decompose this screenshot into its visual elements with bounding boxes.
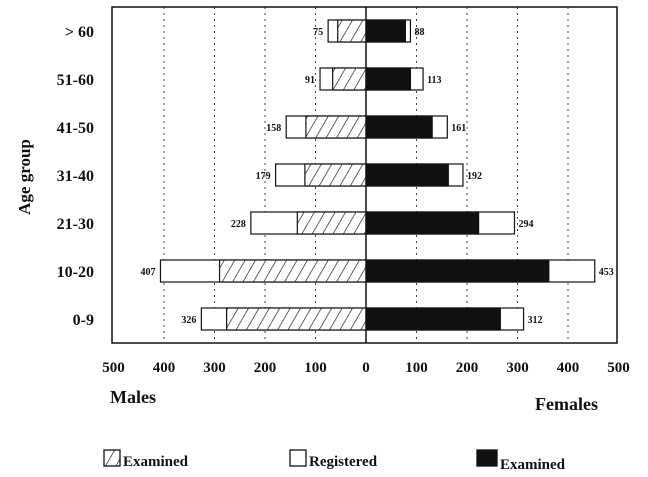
- legend-swatch-open: [289, 449, 307, 467]
- bar-male-examined: [304, 163, 367, 187]
- value-label-male: 179: [256, 171, 271, 182]
- bar-female-examined: [365, 67, 412, 91]
- y-tick-label: 51-60: [57, 72, 94, 89]
- legend-swatch-solid: [476, 449, 498, 467]
- x-tick-label: 200: [456, 360, 479, 376]
- plot-frame: [111, 6, 618, 344]
- bar-male-examined: [226, 307, 367, 331]
- value-label-male: 228: [231, 219, 246, 230]
- y-tick-label: 10-20: [57, 264, 94, 281]
- bar-female-examined: [365, 19, 406, 43]
- legend-label-hatched: Examined: [123, 454, 189, 470]
- x-tick-label: 400: [153, 360, 176, 376]
- bar-male-examined: [218, 259, 367, 283]
- bar-male-examined: [296, 211, 367, 235]
- legend: Examined Registered Examined: [103, 449, 566, 473]
- males-label: Males: [110, 387, 156, 407]
- legend-item-hatched: Examined: [103, 449, 189, 470]
- value-label-female: 453: [599, 267, 614, 278]
- x-tick-labels: 500 400 300 200 100 0 100 200 300 400 500: [102, 360, 630, 376]
- bar-female-examined: [365, 163, 449, 187]
- y-axis-label: Age group: [15, 139, 34, 215]
- x-tick-label: 300: [203, 360, 226, 376]
- bar-male-examined: [332, 67, 367, 91]
- value-label-female: 294: [518, 219, 533, 230]
- bar-male-examined: [305, 115, 367, 139]
- y-tick-label: 21-30: [57, 216, 94, 233]
- x-tick-label: 200: [254, 360, 277, 376]
- bar-female-examined: [365, 259, 550, 283]
- value-label-female: 192: [467, 171, 482, 182]
- bar-male-examined: [337, 19, 367, 43]
- y-tick-label: > 60: [65, 24, 94, 41]
- x-tick-label: 100: [405, 360, 428, 376]
- legend-label-open: Registered: [309, 454, 378, 470]
- bars-group: [159, 19, 596, 331]
- x-tick-label: 400: [557, 360, 580, 376]
- legend-item-open: Registered: [289, 449, 378, 470]
- x-tick-label: 0: [362, 360, 370, 376]
- x-tick-label: 500: [607, 360, 630, 376]
- value-label-female: 161: [451, 123, 466, 134]
- value-labels-group: 75 88 91 113 158 161 179 192 228 294 407 453 326 312: [140, 27, 613, 326]
- legend-swatch-hatched: [103, 449, 121, 467]
- legend-label-solid: Examined: [500, 457, 566, 473]
- value-label-male: 91: [305, 75, 315, 86]
- bar-female-examined: [365, 307, 501, 331]
- value-label-male: 75: [313, 27, 323, 38]
- value-label-female: 88: [414, 27, 424, 38]
- value-label-female: 312: [528, 315, 543, 326]
- y-tick-labels: > 60 51-60 41-50 31-40 21-30 10-20 0-9: [57, 24, 94, 329]
- y-tick-label: 31-40: [57, 168, 94, 185]
- value-label-male: 158: [266, 123, 281, 134]
- value-label-male: 326: [181, 315, 196, 326]
- bar-female-examined: [365, 115, 433, 139]
- y-tick-label: 41-50: [57, 120, 94, 137]
- x-tick-label: 500: [102, 360, 125, 376]
- value-label-female: 113: [427, 75, 441, 86]
- x-tick-label: 100: [304, 360, 327, 376]
- legend-item-solid: Examined: [476, 449, 566, 473]
- females-label: Females: [535, 394, 598, 414]
- value-label-male: 407: [140, 267, 155, 278]
- bar-female-examined: [365, 211, 480, 235]
- y-tick-label: 0-9: [73, 312, 94, 329]
- x-tick-label: 300: [506, 360, 529, 376]
